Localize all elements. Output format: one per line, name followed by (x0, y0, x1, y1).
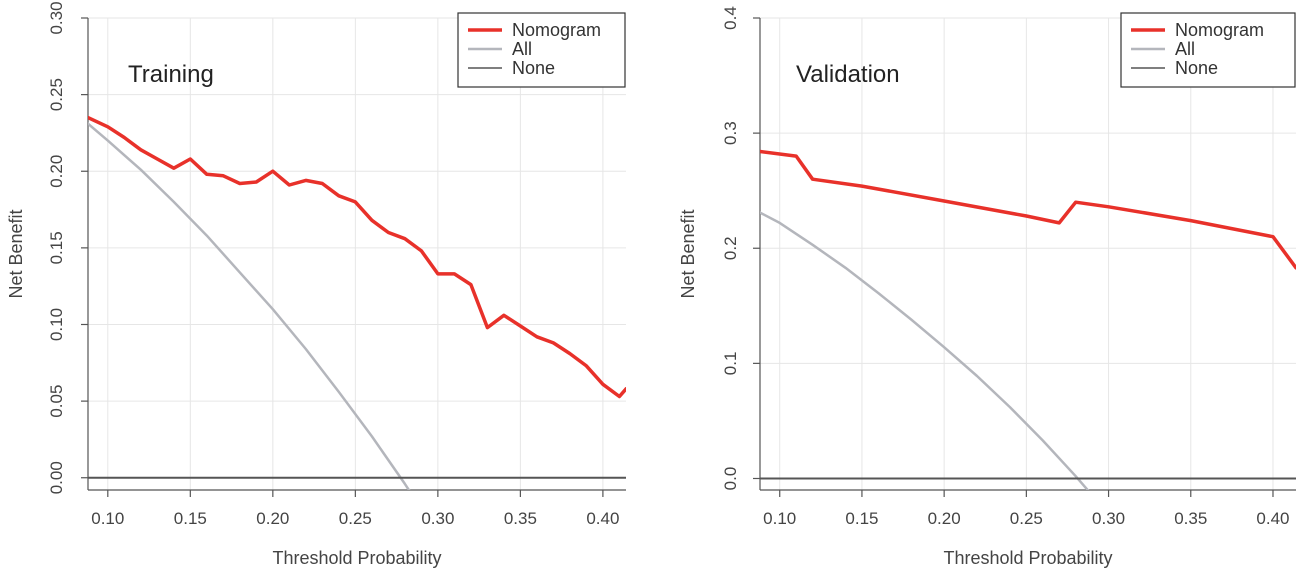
y-tick-label: 0.15 (47, 231, 66, 264)
series-line-all (88, 122, 411, 490)
series-line-all (760, 211, 1090, 490)
legend-label-nomogram: Nomogram (1175, 20, 1264, 40)
y-tick-label: 0.10 (47, 308, 66, 341)
legend-label-none: None (512, 58, 555, 78)
panel-validation: 0.0 0.1 0.2 0.3 0.4 0.10 0.15 0.20 0.25 0.30 0.35 0… (678, 6, 1296, 568)
x-axis-title: Threshold Probability (943, 548, 1112, 568)
x-tick-label: 0.30 (421, 509, 454, 528)
y-tick-label: 0.30 (47, 1, 66, 34)
x-tick-label: 0.30 (1092, 509, 1125, 528)
series-group (88, 115, 626, 490)
x-axis-title: Threshold Probability (272, 548, 441, 568)
x-tick-label: 0.15 (174, 509, 207, 528)
panel-label: Validation (796, 61, 900, 88)
x-tick-label: 0.35 (1174, 509, 1207, 528)
series-line-nomogram (88, 115, 626, 399)
x-tick-label: 0.25 (339, 509, 372, 528)
x-tick-label: 0.35 (504, 509, 537, 528)
x-tick-label: 0.25 (1010, 509, 1043, 528)
y-tick-label: 0.4 (721, 6, 740, 30)
x-tick-label: 0.20 (256, 509, 289, 528)
x-tick-label: 0.10 (763, 509, 796, 528)
y-tick-label: 0.3 (721, 121, 740, 145)
y-axis-title: Net Benefit (678, 209, 698, 298)
x-tick-label: 0.40 (586, 509, 619, 528)
y-tick-label: 0.20 (47, 155, 66, 188)
panel-training: 0.00 0.05 0.10 0.15 0.20 0.25 0.30 0.10 0.15 0.20… (6, 1, 626, 568)
x-tick-label: 0.10 (91, 509, 124, 528)
y-axis-title: Net Benefit (6, 209, 26, 298)
x-tick-label: 0.20 (928, 509, 961, 528)
x-tick-label: 0.15 (845, 509, 878, 528)
x-tick-label: 0.40 (1256, 509, 1289, 528)
y-tick-label: 0.0 (721, 467, 740, 491)
legend-label-nomogram: Nomogram (512, 20, 601, 40)
y-tick-label: 0.2 (721, 236, 740, 260)
series-group (760, 149, 1296, 490)
panel-label: Training (128, 61, 214, 88)
series-line-nomogram (760, 149, 1296, 270)
legend-label-all: All (512, 39, 532, 59)
y-tick-label: 0.05 (47, 385, 66, 418)
y-tick-label: 0.00 (47, 461, 66, 494)
y-tick-label: 0.1 (721, 352, 740, 376)
y-tick-label: 0.25 (47, 78, 66, 111)
legend-label-none: None (1175, 58, 1218, 78)
legend-label-all: All (1175, 39, 1195, 59)
